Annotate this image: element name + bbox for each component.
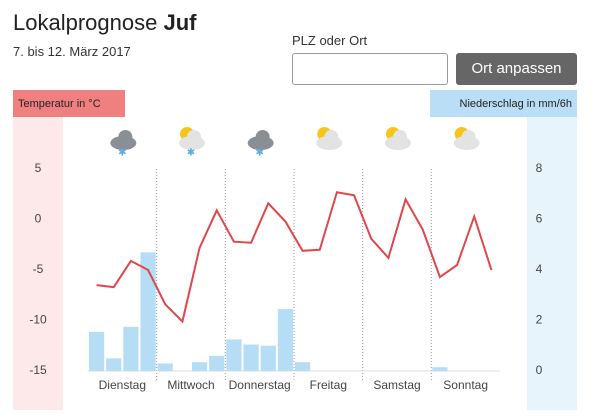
y2-axis-label: Niederschlag in mm/6h bbox=[460, 98, 573, 110]
precip-bar bbox=[432, 367, 448, 371]
precip-bar bbox=[89, 331, 105, 371]
y-tick-label: -15 bbox=[29, 363, 47, 377]
left-band bbox=[13, 90, 63, 410]
x-tick-label: Samstag bbox=[373, 378, 420, 392]
title-text: Lokalprognose bbox=[13, 10, 158, 35]
cloud bbox=[255, 130, 270, 144]
y-tick-label: -5 bbox=[33, 262, 44, 276]
snow: ✱ bbox=[255, 148, 263, 159]
y-axis-label: Temperatur in °C bbox=[18, 98, 101, 110]
precip-bar bbox=[260, 345, 276, 371]
cloud bbox=[461, 130, 476, 144]
title: Lokalprognose Juf bbox=[13, 10, 196, 36]
precip-bar bbox=[209, 355, 225, 371]
precip-bar bbox=[295, 362, 311, 371]
x-tick-label: Sonntag bbox=[443, 378, 488, 392]
y2-tick-label: 2 bbox=[536, 313, 543, 327]
y2-tick-label: 8 bbox=[536, 161, 543, 175]
x-tick-label: Donnerstag bbox=[229, 378, 291, 392]
precip-bar bbox=[157, 363, 173, 371]
x-tick-label: Dienstag bbox=[99, 378, 146, 392]
x-tick-label: Freitag bbox=[310, 378, 347, 392]
precip-bar bbox=[140, 252, 156, 371]
date-range: 7. bis 12. März 2017 bbox=[13, 44, 131, 59]
precip-bar bbox=[123, 326, 139, 371]
y2-tick-label: 6 bbox=[536, 212, 543, 226]
search-input[interactable] bbox=[292, 53, 448, 85]
precip-bar bbox=[192, 362, 208, 371]
cloud bbox=[393, 130, 407, 144]
cloud bbox=[118, 130, 133, 144]
temperature-line bbox=[96, 191, 493, 324]
y2-label-box bbox=[430, 90, 577, 117]
place: Juf bbox=[163, 10, 197, 35]
precip-bar bbox=[277, 309, 293, 371]
x-tick-label: Mittwoch bbox=[167, 378, 214, 392]
y2-tick-label: 0 bbox=[536, 363, 543, 377]
precip-bar bbox=[243, 344, 259, 371]
precip-bar bbox=[226, 339, 242, 371]
y-tick-label: 0 bbox=[35, 212, 42, 226]
snow: ✱ bbox=[118, 148, 126, 159]
y-tick-label: -10 bbox=[29, 313, 47, 327]
search-label: PLZ oder Ort bbox=[292, 33, 368, 48]
weather-icons: ✱ ✱ ✱ bbox=[110, 127, 480, 159]
y2-tick-label: 4 bbox=[536, 262, 543, 276]
y-label-box bbox=[13, 90, 125, 117]
cloud bbox=[187, 130, 201, 144]
right-band bbox=[527, 90, 577, 410]
search-button[interactable]: Ort anpassen bbox=[456, 53, 577, 85]
cloud bbox=[324, 130, 339, 144]
y-tick-label: 5 bbox=[35, 161, 42, 175]
precip-bar bbox=[106, 358, 122, 371]
snow: ✱ bbox=[187, 148, 195, 159]
